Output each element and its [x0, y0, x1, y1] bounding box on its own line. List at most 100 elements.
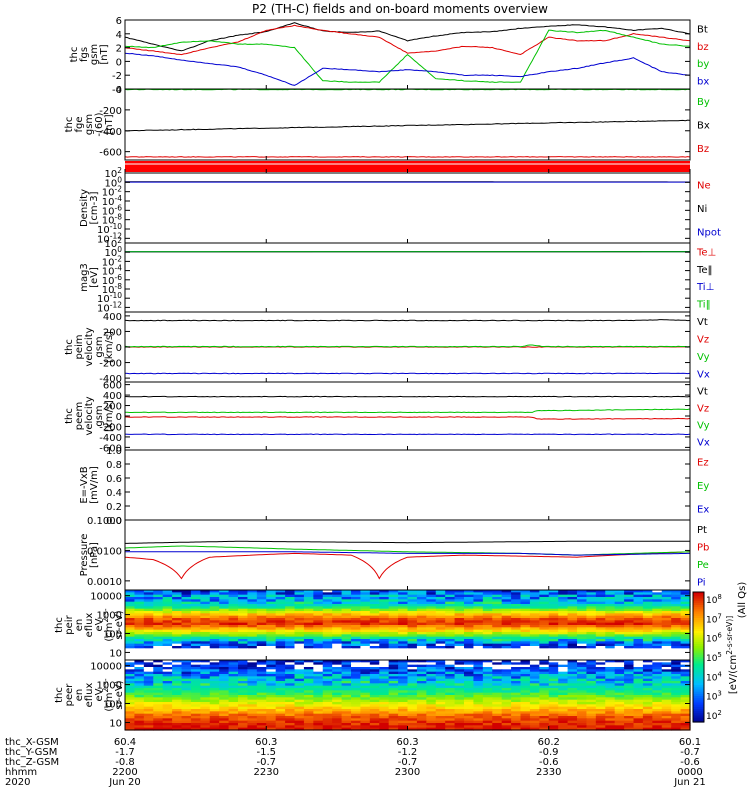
heatmap-cell	[247, 713, 258, 717]
heatmap-cell	[303, 599, 314, 603]
heatmap-cell	[548, 597, 559, 600]
heatmap-cell	[577, 590, 588, 593]
heatmap-cell	[322, 604, 333, 607]
heatmap-cell	[567, 727, 578, 731]
heatmap-cell	[445, 655, 456, 659]
heatmap-cell	[548, 706, 559, 710]
heatmap-cell	[539, 643, 550, 647]
heatmap-cell	[558, 727, 569, 731]
series-line-pb	[124, 551, 691, 580]
heatmap-cell	[153, 688, 164, 691]
heatmap-cell	[520, 657, 531, 661]
heatmap-cell	[388, 657, 399, 661]
heatmap-cell	[172, 678, 183, 682]
heatmap-cell	[238, 618, 249, 621]
colorbar-cell	[693, 659, 704, 662]
heatmap-cell	[190, 692, 201, 696]
heatmap-cell	[332, 674, 343, 677]
heatmap-cell	[294, 648, 305, 652]
heatmap-cell	[266, 657, 277, 661]
heatmap-cell	[134, 667, 145, 670]
heatmap-cell	[125, 667, 136, 670]
heatmap-cell	[633, 727, 644, 731]
heatmap-cell	[341, 611, 352, 614]
heatmap-cell	[172, 713, 183, 717]
heatmap-cell	[464, 641, 475, 645]
heatmap-cell	[614, 606, 625, 610]
heatmap-cell	[228, 720, 239, 724]
heatmap-cell	[369, 629, 380, 633]
heatmap-cell	[501, 709, 512, 712]
heatmap-cell	[492, 720, 503, 724]
colorbar-cell	[693, 678, 704, 682]
heatmap-cell	[379, 613, 390, 617]
heatmap-cell	[294, 688, 305, 691]
heatmap-cell	[153, 699, 164, 703]
heatmap-cell	[548, 608, 559, 612]
heatmap-cell	[539, 678, 550, 682]
time-tick-label: -0.9	[539, 747, 559, 758]
heatmap-cell	[577, 648, 588, 652]
heatmap-cell	[303, 695, 314, 698]
heatmap-cell	[228, 611, 239, 614]
heatmap-cell	[511, 681, 522, 684]
heatmap-cell	[294, 592, 305, 596]
heatmap-cell	[633, 713, 644, 717]
heatmap-cell	[341, 702, 352, 705]
heatmap-cell	[435, 678, 446, 682]
heatmap-cell	[162, 620, 173, 624]
heatmap-cell	[228, 697, 239, 701]
heatmap-cell	[492, 601, 503, 605]
heatmap-cell	[256, 727, 267, 731]
panel-frame	[124, 449, 691, 521]
heatmap-cell	[567, 599, 578, 603]
heatmap-cell	[322, 643, 333, 647]
y-tick-label: 400	[103, 312, 122, 323]
heatmap-cell	[482, 685, 493, 689]
heatmap-cell	[369, 627, 380, 631]
heatmap-cell	[454, 683, 465, 687]
heatmap-cell	[379, 692, 390, 696]
heatmap-cell	[511, 625, 522, 628]
heatmap-cell	[492, 692, 503, 696]
heatmap-cell	[256, 660, 267, 663]
heatmap-cell	[398, 727, 409, 731]
heatmap-cell	[379, 622, 390, 626]
heatmap-cell	[652, 720, 663, 724]
heatmap-cell	[398, 702, 409, 705]
heatmap-cell	[407, 599, 418, 603]
heatmap-cell	[426, 597, 437, 600]
heatmap-cell	[520, 660, 531, 663]
heatmap-cell	[567, 718, 578, 722]
heatmap-cell	[473, 720, 484, 724]
heatmap-cell	[219, 599, 230, 603]
heatmap-cell	[548, 657, 559, 661]
heatmap-cell	[426, 618, 437, 621]
heatmap-cell	[275, 590, 286, 593]
heatmap-cell	[652, 632, 663, 635]
heatmap-cell	[614, 620, 625, 624]
heatmap-cell	[416, 636, 427, 640]
heatmap-cell	[351, 641, 362, 645]
heatmap-cell	[134, 657, 145, 661]
heatmap-cell	[680, 706, 691, 710]
heatmap-cell	[190, 695, 201, 698]
heatmap-cell	[162, 629, 173, 633]
heatmap-cell	[303, 648, 314, 652]
heatmap-cell	[416, 604, 427, 607]
heatmap-cell	[190, 597, 201, 600]
heatmap-cell	[426, 660, 437, 663]
heatmap-cell	[360, 653, 371, 656]
heatmap-cell	[680, 629, 691, 633]
heatmap-cell	[539, 657, 550, 661]
heatmap-cell	[153, 634, 164, 638]
heatmap-cell	[435, 683, 446, 687]
heatmap-cell	[633, 618, 644, 621]
time-tick-label: 2330	[536, 767, 561, 778]
heatmap-cell	[332, 641, 343, 645]
heatmap-cell	[228, 608, 239, 612]
heatmap-cell	[501, 662, 512, 666]
heatmap-cell	[529, 662, 540, 666]
heatmap-cell	[190, 660, 201, 663]
heatmap-cell	[369, 716, 380, 719]
